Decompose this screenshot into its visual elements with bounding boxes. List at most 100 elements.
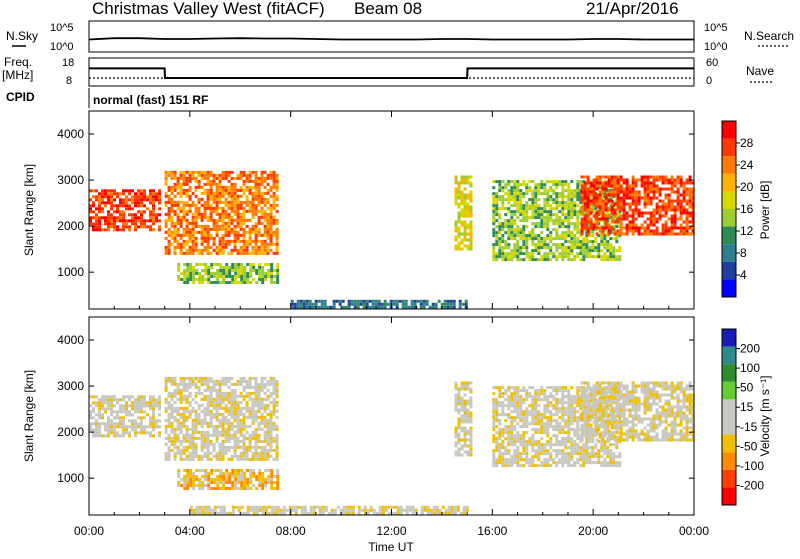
- heatmap-cell: [594, 249, 597, 252]
- heatmap-cell: [564, 195, 567, 198]
- heatmap-cell: [450, 300, 453, 303]
- heatmap-cell: [458, 230, 461, 233]
- heatmap-cell: [119, 213, 122, 216]
- heatmap-cell: [531, 210, 534, 213]
- heatmap-cell: [558, 243, 561, 246]
- heatmap-cell: [219, 487, 222, 490]
- heatmap-cell: [237, 425, 240, 428]
- heatmap-cell: [605, 194, 608, 197]
- heatmap-cell: [593, 200, 596, 203]
- heatmap-cell: [584, 188, 587, 191]
- heatmap-cell: [543, 207, 546, 210]
- heatmap-cell: [626, 224, 629, 227]
- heatmap-cell: [531, 243, 534, 246]
- heatmap-cell: [596, 203, 599, 206]
- heatmap-cell: [516, 422, 519, 425]
- heatmap-cell: [656, 230, 659, 233]
- heatmap-cell: [549, 213, 552, 216]
- heatmap-cell: [546, 219, 549, 222]
- heatmap-cell: [252, 228, 255, 231]
- heatmap-cell: [168, 231, 171, 234]
- heatmap-cell: [131, 401, 134, 404]
- heatmap-cell: [152, 398, 155, 401]
- heatmap-cell: [647, 176, 650, 179]
- heatmap-cell: [576, 240, 579, 243]
- heatmap-cell: [210, 246, 213, 249]
- heatmap-cell: [375, 300, 378, 303]
- heatmap-cell: [599, 209, 602, 212]
- heatmap-cell: [231, 231, 234, 234]
- heatmap-cell: [252, 472, 255, 475]
- heatmap-cell: [213, 275, 216, 278]
- heatmap-cell: [674, 200, 677, 203]
- heatmap-cell: [152, 222, 155, 225]
- heatmap-cell: [207, 398, 210, 401]
- heatmap-cell: [686, 191, 689, 194]
- heatmap-cell: [593, 203, 596, 206]
- heatmap-cell: [464, 409, 467, 412]
- heatmap-cell: [498, 428, 501, 431]
- heatmap-cell: [186, 249, 189, 252]
- heatmap-cell: [255, 383, 258, 386]
- heatmap-cell: [183, 278, 186, 281]
- heatmap-cell: [602, 227, 605, 230]
- heatmap-cell: [240, 383, 243, 386]
- heatmap-cell: [95, 198, 98, 201]
- heatmap-cell: [180, 455, 183, 458]
- heatmap-cell: [581, 230, 584, 233]
- heatmap-cell: [596, 194, 599, 197]
- heatmap-cell: [92, 428, 95, 431]
- heatmap-cell: [231, 201, 234, 204]
- heatmap-cell: [498, 246, 501, 249]
- heatmap-cell: [183, 281, 186, 284]
- heatmap-cell: [107, 216, 110, 219]
- heatmap-cell: [570, 440, 573, 443]
- heatmap-cell: [168, 201, 171, 204]
- heatmap-cell: [264, 243, 267, 246]
- heatmap-cell: [555, 186, 558, 189]
- heatmap-cell: [564, 201, 567, 204]
- heatmap-cell: [270, 469, 273, 472]
- heatmap-cell: [620, 230, 623, 233]
- heatmap-cell: [165, 180, 168, 183]
- heatmap-cell: [668, 209, 671, 212]
- heatmap-cell: [390, 300, 393, 303]
- heatmap-cell: [467, 445, 470, 448]
- heatmap-cell: [644, 221, 647, 224]
- heatmap-cell: [174, 231, 177, 234]
- heatmap-cell: [498, 231, 501, 234]
- heatmap-cell: [455, 430, 458, 433]
- heatmap-cell: [528, 189, 531, 192]
- heatmap-cell: [492, 186, 495, 189]
- heatmap-cell: [180, 452, 183, 455]
- heatmap-cell: [558, 195, 561, 198]
- heatmap-cell: [177, 231, 180, 234]
- heatmap-cell: [201, 440, 204, 443]
- heatmap-cell: [519, 210, 522, 213]
- heatmap-cell: [134, 434, 137, 437]
- heatmap-cell: [549, 446, 552, 449]
- heatmap-cell: [629, 221, 632, 224]
- heatmap-cell: [267, 458, 270, 461]
- heatmap-cell: [510, 255, 513, 258]
- heatmap-cell: [276, 383, 279, 386]
- heatmap-cell: [455, 454, 458, 457]
- heatmap-cell: [228, 446, 231, 449]
- heatmap-cell: [555, 207, 558, 210]
- heatmap-cell: [531, 401, 534, 404]
- heatmap-cell: [270, 401, 273, 404]
- heatmap-cell: [596, 185, 599, 188]
- heatmap-cell: [113, 434, 116, 437]
- heatmap-cell: [576, 246, 579, 249]
- heatmap-cell: [555, 449, 558, 452]
- heatmap-cell: [683, 197, 686, 200]
- heatmap-cell: [534, 216, 537, 219]
- heatmap-cell: [183, 446, 186, 449]
- heatmap-cell: [234, 246, 237, 249]
- heatmap-cell: [255, 419, 258, 422]
- heatmap-cell: [686, 227, 689, 230]
- heatmap-cell: [252, 422, 255, 425]
- heatmap-cell: [240, 428, 243, 431]
- heatmap-cell: [228, 458, 231, 461]
- heatmap-cell: [531, 428, 534, 431]
